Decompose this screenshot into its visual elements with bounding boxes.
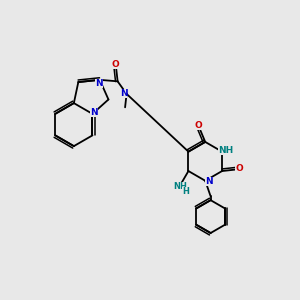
Text: NH: NH (218, 146, 233, 154)
Text: H: H (182, 187, 189, 196)
Text: O: O (235, 164, 243, 172)
Text: O: O (194, 121, 202, 130)
Text: N: N (120, 89, 128, 98)
Text: NH: NH (173, 182, 187, 191)
Text: N: N (90, 108, 98, 117)
Text: N: N (95, 79, 103, 88)
Text: N: N (205, 177, 213, 186)
Text: O: O (112, 60, 119, 69)
